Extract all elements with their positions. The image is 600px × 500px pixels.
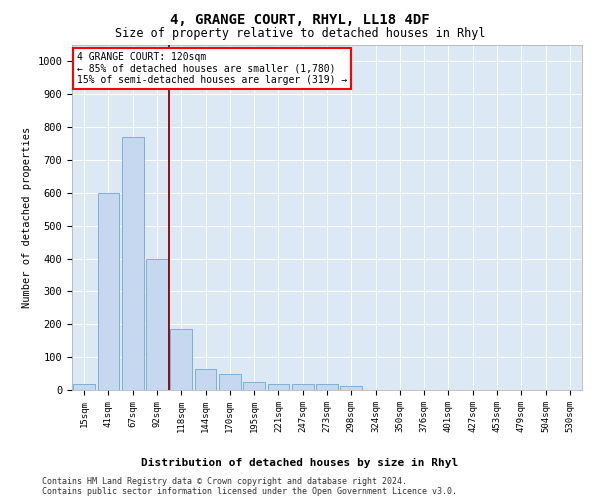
Bar <box>268 384 289 390</box>
Bar <box>97 193 119 390</box>
Bar <box>292 384 314 390</box>
Bar <box>73 384 95 390</box>
Bar <box>243 382 265 390</box>
Bar <box>316 384 338 390</box>
Bar <box>194 368 217 390</box>
Bar <box>340 386 362 390</box>
Text: 4, GRANGE COURT, RHYL, LL18 4DF: 4, GRANGE COURT, RHYL, LL18 4DF <box>170 12 430 26</box>
Y-axis label: Number of detached properties: Number of detached properties <box>22 127 32 308</box>
Bar <box>122 137 143 390</box>
Text: Contains public sector information licensed under the Open Government Licence v3: Contains public sector information licen… <box>42 488 457 496</box>
Text: Contains HM Land Registry data © Crown copyright and database right 2024.: Contains HM Land Registry data © Crown c… <box>42 478 407 486</box>
Bar <box>146 258 168 390</box>
Text: Size of property relative to detached houses in Rhyl: Size of property relative to detached ho… <box>115 28 485 40</box>
Text: 4 GRANGE COURT: 120sqm
← 85% of detached houses are smaller (1,780)
15% of semi-: 4 GRANGE COURT: 120sqm ← 85% of detached… <box>77 52 347 85</box>
Bar <box>219 374 241 390</box>
Text: Distribution of detached houses by size in Rhyl: Distribution of detached houses by size … <box>142 458 458 468</box>
Bar <box>170 329 192 390</box>
